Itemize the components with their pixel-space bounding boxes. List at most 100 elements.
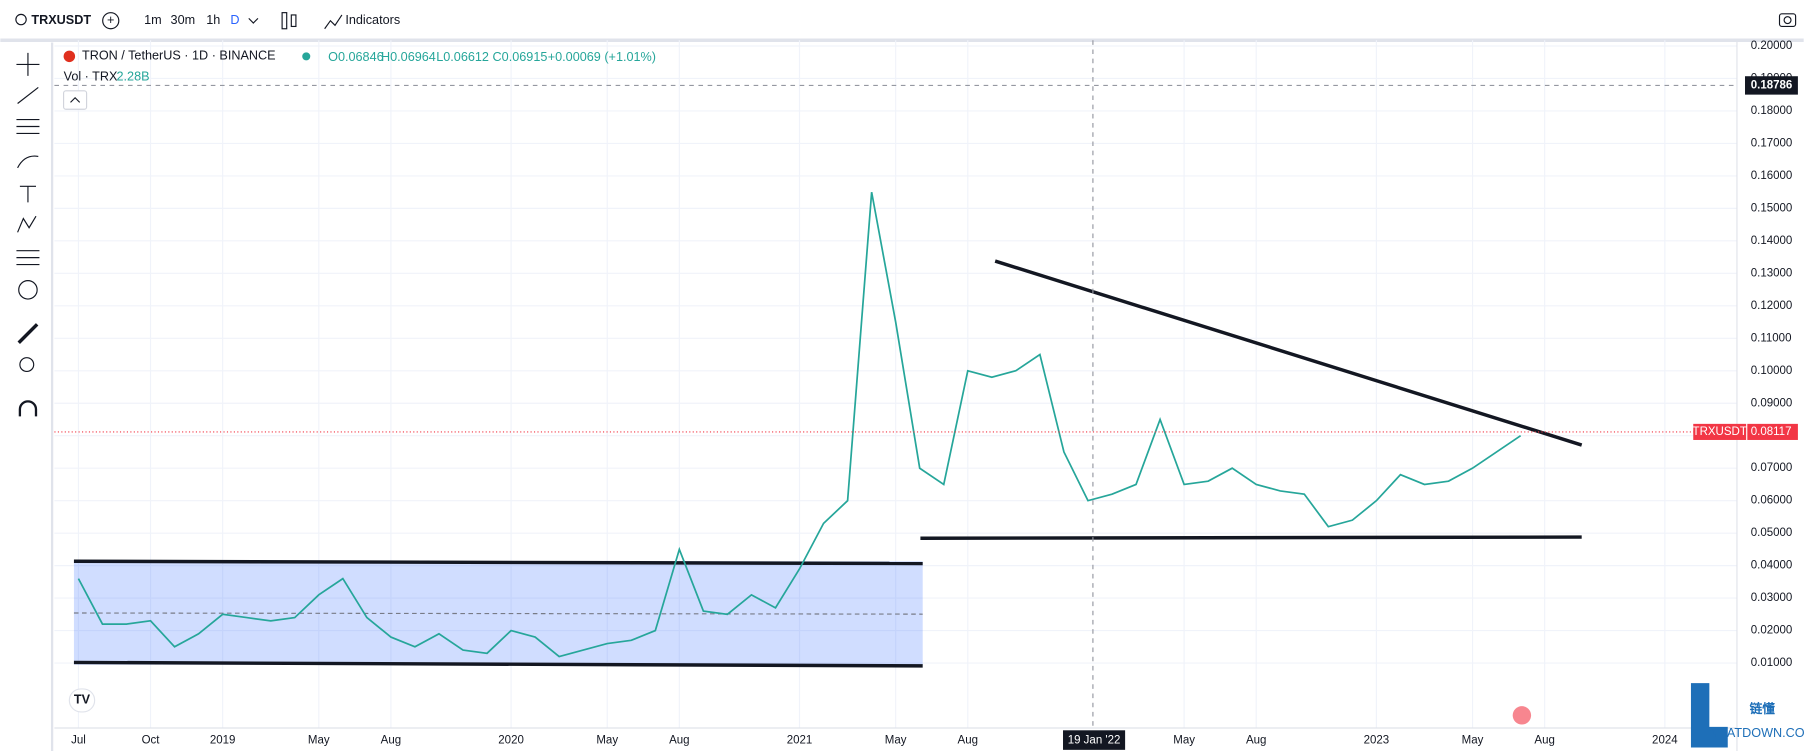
last-price-label: 0.08117 [1751, 426, 1792, 438]
y-tick-label: 0.12000 [1751, 300, 1793, 312]
top-toolbar: TRXUSDT + 1m 30m 1h D Indicators [0, 12, 1804, 42]
search-icon[interactable] [15, 13, 27, 26]
interval[interactable]: 1h [206, 13, 220, 27]
chart-type-icon[interactable] [290, 14, 297, 28]
ohlc-close: C0.06915 [493, 50, 548, 64]
indicators[interactable]: Indicators [345, 13, 400, 27]
ohlc-open: O0.06846 [328, 50, 384, 64]
interval[interactable]: 30m [171, 13, 196, 27]
zoom-tool[interactable] [19, 357, 35, 373]
last-price-symbol: TRXUSDT [1693, 426, 1747, 438]
market-status [302, 52, 311, 61]
measure-tool[interactable] [17, 323, 39, 344]
trendline-tool[interactable] [17, 86, 39, 104]
x-tick-label: 2023 [1364, 735, 1390, 747]
price-line [77, 191, 1522, 658]
interval[interactable]: 1m [144, 13, 162, 27]
x-tick-label: 2021 [787, 735, 813, 747]
box-top[interactable] [73, 559, 923, 566]
y-tick-label: 0.06000 [1751, 495, 1793, 507]
tv-logo[interactable] [68, 688, 96, 713]
x-tick-label: Oct [142, 735, 161, 747]
grid [54, 40, 1737, 728]
y-tick-label: 0.16000 [1751, 170, 1793, 182]
crosshair-price: 0.18786 [1751, 79, 1793, 91]
watermark-site: NEATDOWN.COM [1709, 726, 1804, 740]
interval-active[interactable]: D [230, 13, 239, 27]
y-tick-label: 0.15000 [1751, 202, 1793, 214]
fib-tool[interactable] [16, 119, 40, 134]
plot [54, 84, 1737, 658]
y-tick-label: 0.07000 [1751, 462, 1793, 474]
y-tick-label: 0.02000 [1751, 625, 1793, 637]
watermark: 链懂 NEATDOWN.COM [1690, 683, 1804, 748]
collapse-button[interactable] [63, 90, 88, 110]
watermark-logo [1690, 683, 1728, 748]
tv-logo-mark: TV [74, 693, 91, 707]
drawings [73, 259, 1583, 668]
support-line[interactable] [920, 535, 1582, 540]
legend: TRON / TetherUS · 1D · BINANCE O0.06846 … [63, 49, 1532, 725]
x-tick-label: May [1462, 735, 1484, 747]
y-tick-label: 0.10000 [1751, 365, 1793, 377]
ohlc-low: L0.06612 [436, 50, 489, 64]
y-tick-label: 0.05000 [1751, 527, 1793, 539]
magnet-tool[interactable] [18, 400, 38, 417]
brush-tool[interactable] [17, 155, 39, 169]
crosshair-tool[interactable] [16, 52, 40, 76]
x-tick-label: Aug [1246, 735, 1266, 747]
volume-label: Vol · TRX [64, 69, 118, 83]
snapshot[interactable] [1778, 13, 1797, 28]
x-tick-label: 2020 [498, 735, 524, 747]
indicators-icon[interactable] [324, 14, 343, 30]
last-price-symbol-box [1693, 423, 1747, 440]
crosshair-date-box [1063, 730, 1126, 750]
snapshot-lens [1783, 16, 1792, 25]
symbol[interactable]: TRXUSDT [31, 13, 91, 27]
x-tick-label: May [596, 735, 618, 747]
x-tick-label: May [885, 735, 907, 747]
tron-logo [63, 50, 76, 63]
y-tick-label: 0.09000 [1751, 397, 1793, 409]
prediction-tool[interactable] [16, 250, 40, 266]
plus: + [107, 13, 114, 27]
pattern-tool[interactable] [17, 215, 37, 233]
text-tool[interactable] [19, 185, 36, 203]
x-tick-label: Jul [71, 735, 86, 747]
events-icon[interactable] [1512, 706, 1532, 725]
watermark-brand: 链懂 [1749, 701, 1776, 716]
x-tick-label: May [308, 735, 330, 747]
chart-type-icon[interactable] [281, 12, 288, 30]
last-price-box [1747, 423, 1798, 440]
x-tick-label: 2024 [1652, 735, 1678, 747]
x-tick-label: Aug [958, 735, 978, 747]
y-tick-label: 0.17000 [1751, 137, 1793, 149]
y-tick-label: 0.18000 [1751, 105, 1793, 117]
y-tick-label: 0.01000 [1751, 657, 1793, 669]
x-tick-label: 2019 [210, 735, 236, 747]
x-tick-label: Aug [1534, 735, 1554, 747]
crosshair-date: 19 Jan '22 [1068, 735, 1121, 747]
crosshair-price-box [1745, 76, 1798, 95]
box-bottom[interactable] [73, 660, 923, 668]
x-tick-label: Aug [381, 735, 401, 747]
ohlc-high: H0.06964 [381, 50, 436, 64]
chevron[interactable] [248, 17, 259, 24]
y-tick-label: 0.11000 [1751, 332, 1792, 344]
volume-value: 2.28B [116, 69, 149, 83]
y-tick-label: 0.04000 [1751, 560, 1793, 572]
add-symbol[interactable] [102, 12, 120, 30]
y-tick-label: 0.14000 [1751, 235, 1793, 247]
y-tick-label: 0.13000 [1751, 267, 1793, 279]
left-toolbar [16, 42, 54, 751]
change: +0.00069 (+1.01%) [548, 50, 656, 64]
y-tick-label: 0.20000 [1751, 40, 1793, 52]
axes: 19 Jan '22 0.01000 0.02000 0.03000 0.04000 0… [54, 40, 1798, 751]
y-tick-label: 0.03000 [1751, 592, 1793, 604]
symbol-name: TRON / TetherUS · 1D · BINANCE [82, 49, 276, 63]
icon-tool[interactable] [18, 280, 38, 300]
collapse-icon [70, 96, 81, 103]
x-tick-label: May [1173, 735, 1195, 747]
